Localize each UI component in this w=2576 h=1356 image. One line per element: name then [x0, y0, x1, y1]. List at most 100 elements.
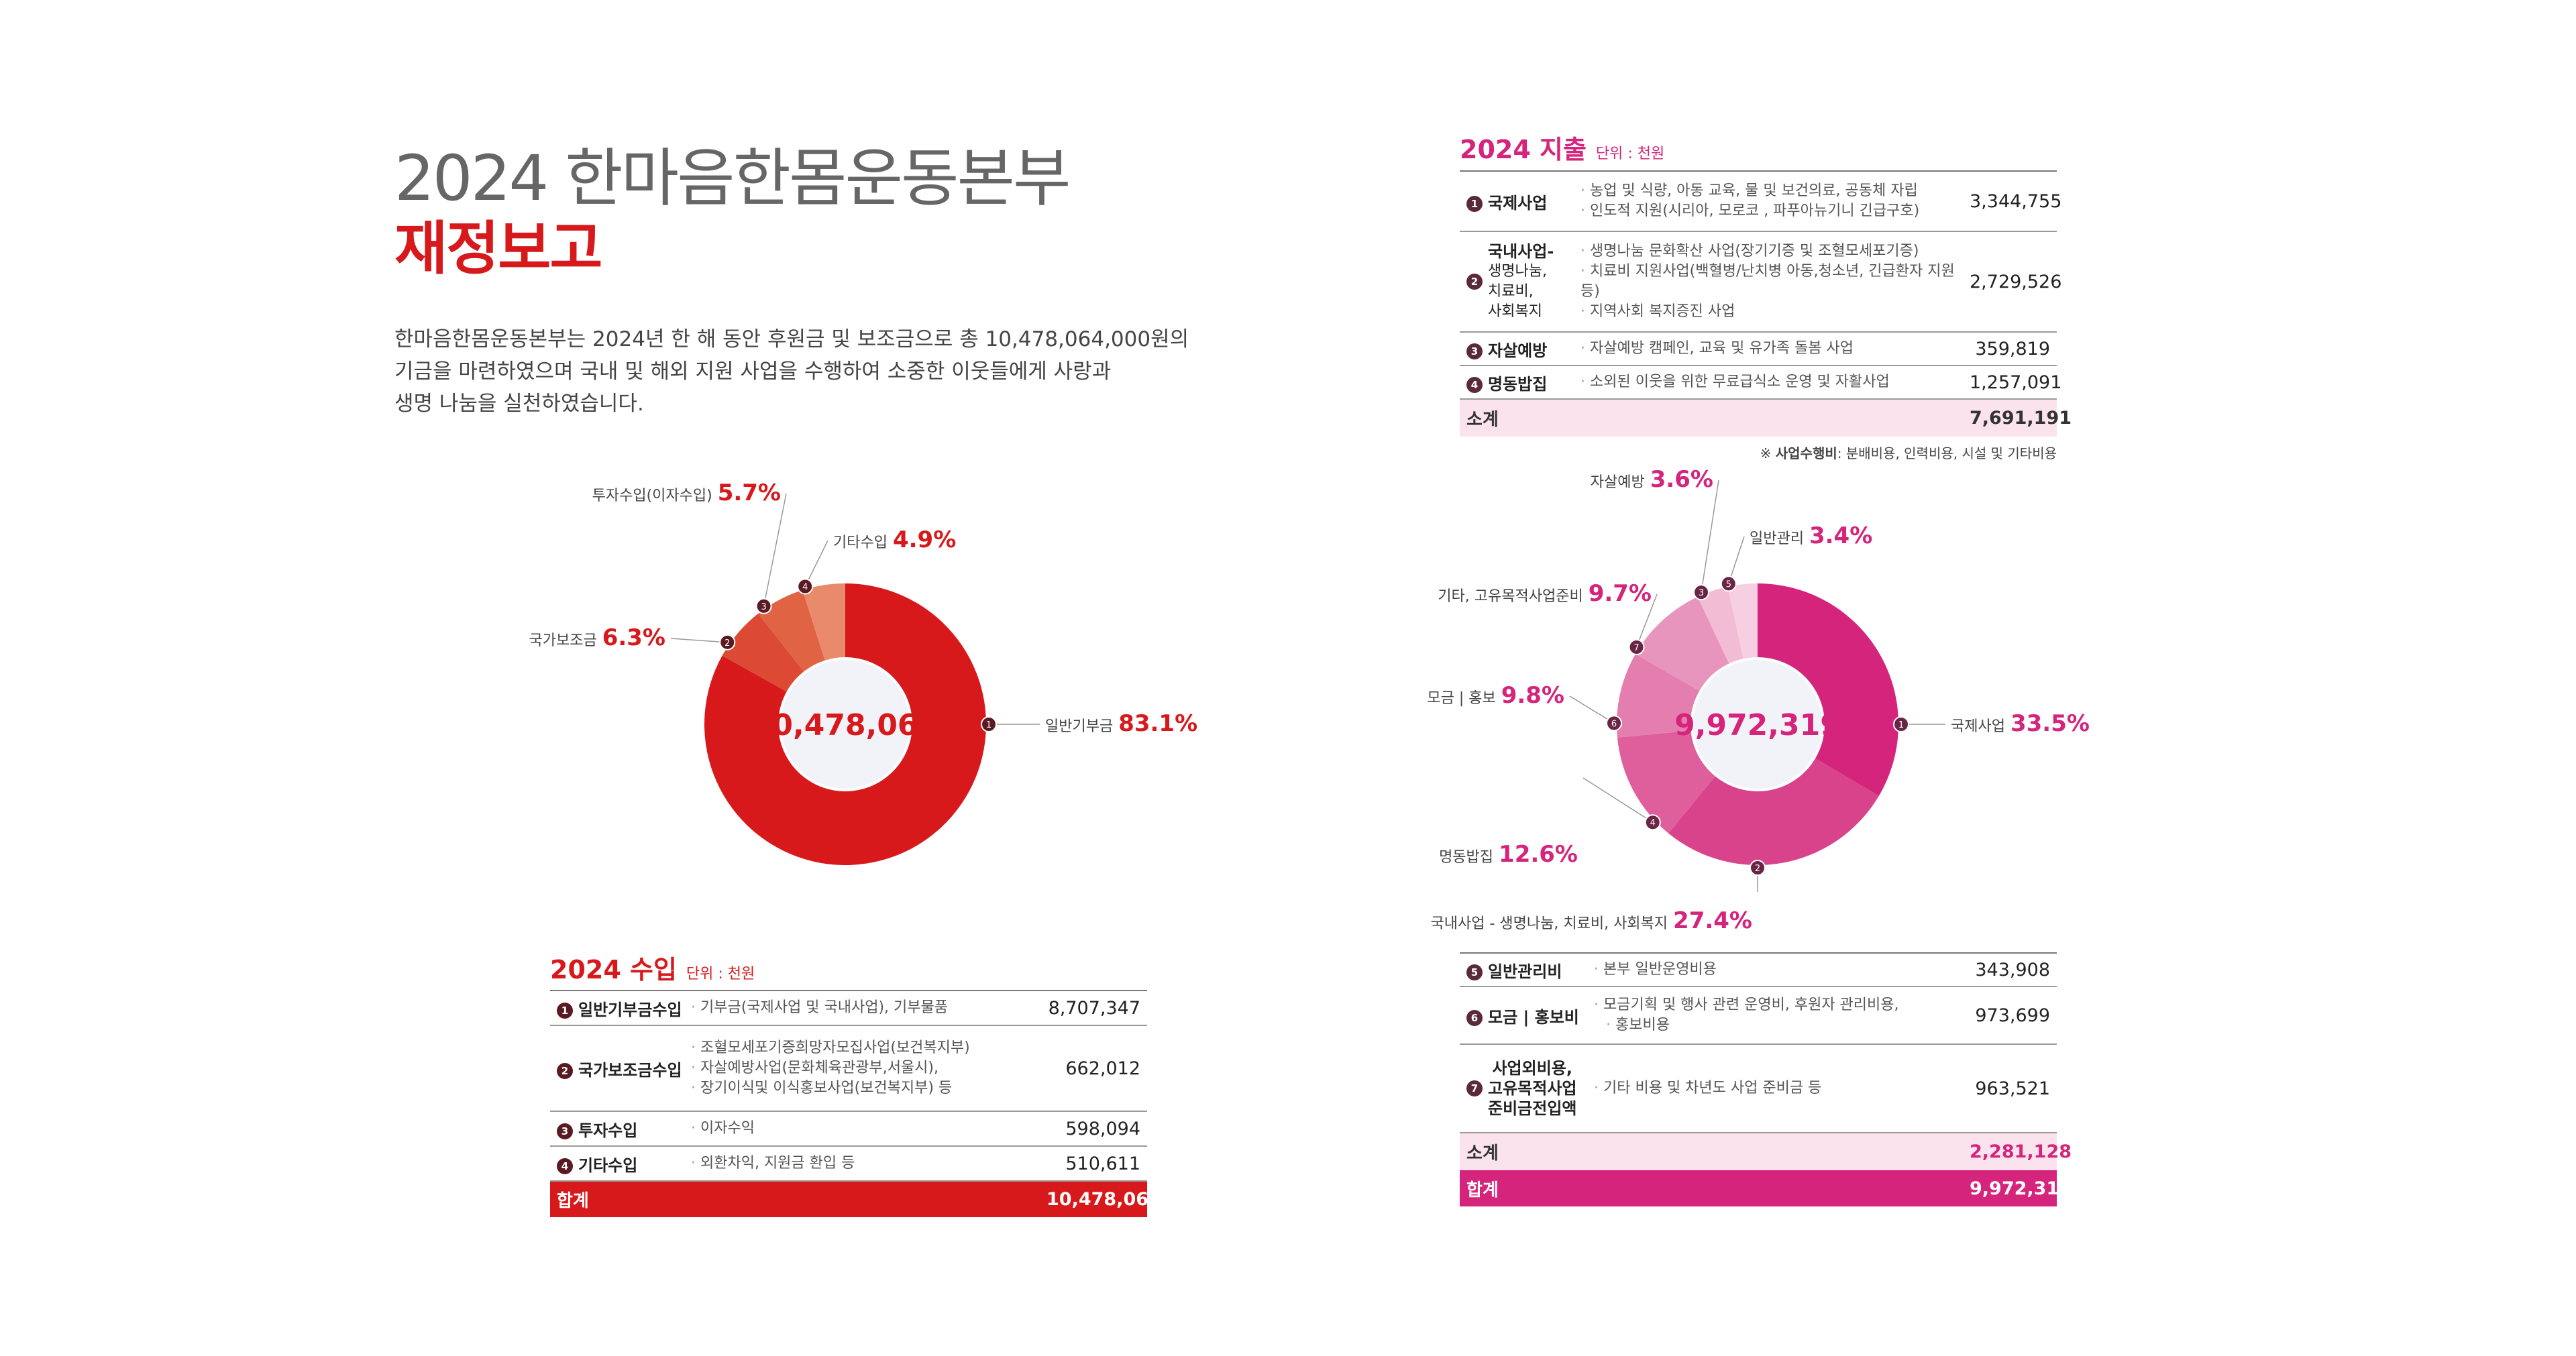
number-badge: 1: [1466, 195, 1483, 212]
expense-category: 3 자살예방: [1460, 332, 1574, 366]
total-amount: 10,478,064: [1040, 1181, 1161, 1217]
marker-badge: [1693, 584, 1710, 601]
number-badge: 3: [1466, 343, 1483, 359]
note-bold: 사업수행비: [1775, 445, 1837, 461]
marker-badge: [1720, 575, 1737, 592]
expense-table-title: 2024 지출 단위 : 천원: [1460, 129, 1664, 166]
marker-number: 2: [724, 638, 730, 648]
desc-line: 기부금(국제사업 및 국내사업), 기부물품: [691, 998, 1033, 1018]
income-category: 4 기타수입: [550, 1146, 684, 1182]
subtotal-label: 소계: [1460, 1133, 1587, 1170]
marker-badge: [755, 598, 772, 614]
desc-line: 본부 일반운영비용: [1594, 960, 1956, 980]
desc-line: 인도적 지원(시리아, 모로코 , 파푸아뉴기니 긴급구호): [1580, 201, 1956, 221]
expense-desc: 생명나눔 문화확산 사업(장기기증 및 조혈모세포기증) 치료비 지원사업(백혈…: [1574, 231, 1963, 333]
donut-slice: [722, 613, 804, 692]
category-label: 국제사업: [1488, 193, 1548, 213]
expense-desc: 기타 비용 및 차년도 사업 준비금 등: [1587, 1044, 1963, 1133]
slice-label: 모금 | 홍보 9.8%: [1427, 682, 1564, 709]
income-amount: 510,611: [1040, 1146, 1147, 1182]
slice-label: 기타, 고유목적사업준비 9.7%: [1438, 580, 1652, 607]
expense-amount: 3,344,755: [1963, 171, 2061, 232]
category-label: 사회복지: [1488, 303, 1542, 320]
category-label: 국내사업-: [1488, 242, 1554, 261]
desc-line: 조혈모세포기증희망자모집사업(보건복지부): [691, 1038, 1033, 1058]
expense-subtotal-row: 소계 7,691,191: [1460, 399, 2072, 437]
donut-center: [781, 660, 910, 789]
page-subtitle: 재정보고: [394, 215, 602, 282]
income-category: 2 국가보조금수입: [550, 1025, 684, 1112]
category-label: 생명나눔,: [1488, 263, 1547, 280]
desc-line: 홍보비용: [1594, 1015, 1956, 1035]
table-row: 4 명동밥집 소외된 이웃을 위한 무료급식소 운영 및 자활사업 1,257,0…: [1460, 365, 2061, 400]
number-badge: 4: [1466, 376, 1483, 393]
marker-badge: [719, 634, 736, 651]
donut-slice: [704, 583, 986, 865]
category-label: 사업외비용,: [1492, 1059, 1572, 1078]
category-label: 투자수입: [578, 1121, 638, 1140]
category-label: 일반기부금수입: [578, 1000, 682, 1019]
subtotal-amount: 7,691,191: [1963, 399, 2072, 437]
desc-line: 자살예방사업(문화체육관광부,서울시),: [691, 1058, 1033, 1078]
income-unit: 단위 : 천원: [686, 966, 755, 982]
income-desc: 이자수익: [684, 1111, 1040, 1147]
category-label: 고유목적사업: [1488, 1079, 1577, 1098]
leader-line: [670, 638, 728, 643]
income-table: 1 일반기부금수입 기부금(국제사업 및 국내사업), 기부물품 8,707,34…: [550, 990, 1161, 1217]
intro-paragraph: 한마음한몸운동본부는 2024년 한 해 동안 후원금 및 보조금으로 총 10…: [394, 323, 1189, 420]
expense-desc: 모금기획 및 행사 관련 운영비, 후원자 관리비용, 홍보비용: [1587, 986, 1963, 1045]
marker-number: 2: [1755, 864, 1760, 874]
expense-category: 7 사업외비용, 고유목적사업 준비금전입액: [1460, 1044, 1587, 1133]
expense-category: 5 일반관리비: [1460, 953, 1587, 987]
number-badge: 2: [557, 1062, 573, 1079]
desc-line: 치료비 지원사업(백혈병/난치병 아동,청소년, 긴급환자 지원 등): [1580, 262, 1956, 302]
marker-number: 3: [1699, 588, 1704, 598]
desc-line: 장기이식및 이식홍보사업(보건복지부) 등: [691, 1078, 1033, 1098]
total-label: 합계: [1460, 1170, 1587, 1206]
marker-number: 6: [1611, 719, 1617, 729]
donut-slice: [758, 589, 825, 672]
income-category: 3 투자수입: [550, 1111, 684, 1147]
leader-line: [1701, 479, 1719, 593]
income-donut-chart: 10,478,064 1 일반기부금 83.1% 2 국가보조금 6.3% 3 투자수입(이자수…: [510, 463, 1248, 919]
expense-category: 4 명동밥집: [1460, 365, 1574, 400]
leader-line: [763, 493, 787, 606]
expense-desc: 본부 일반운영비용: [1587, 953, 1963, 987]
donut-slice: [1758, 583, 1898, 796]
subtotal-label: 소계: [1460, 399, 1574, 437]
expense-amount: 963,521: [1963, 1044, 2057, 1133]
note-mark: ※: [1760, 445, 1772, 461]
table-row: 5 일반관리비 본부 일반운영비용 343,908: [1460, 953, 2057, 987]
desc-line: 기타 비용 및 차년도 사업 준비금 등: [1594, 1078, 1956, 1098]
marker-number: 5: [1726, 579, 1731, 589]
desc-line: 외환차익, 지원금 환입 등: [691, 1153, 1033, 1174]
category-label: 치료비,: [1488, 283, 1534, 300]
donut-slice: [1697, 586, 1743, 664]
income-amount: 598,094: [1040, 1111, 1147, 1147]
income-category: 1 일반기부금수입: [550, 991, 684, 1026]
expense-amount: 973,699: [1963, 986, 2057, 1045]
expense-subtotal-row: 소계 2,281,128: [1460, 1133, 2072, 1170]
donut-slice: [1635, 596, 1729, 691]
marker-number: 1: [986, 720, 991, 730]
marker-number: 7: [1633, 643, 1639, 653]
category-label: 명동밥집: [1488, 374, 1548, 394]
total-amount: 9,972,319: [1963, 1170, 2072, 1206]
number-badge: 2: [1466, 274, 1483, 290]
table-row: 6 모금 | 홍보비 모금기획 및 행사 관련 운영비, 후원자 관리비용, 홍보…: [1460, 986, 2057, 1045]
slice-label: 자살예방 3.6%: [1591, 466, 1713, 493]
category-label: 준비금전입액: [1488, 1099, 1577, 1118]
income-amount: 8,707,347: [1040, 991, 1147, 1026]
desc-line: 지역사회 복지증진 사업: [1580, 302, 1956, 322]
slice-label: 명동밥집 12.6%: [1439, 841, 1578, 868]
expense-desc: 농업 및 식량, 아동 교육, 물 및 보건의료, 공동체 자립 인도적 지원(…: [1574, 171, 1963, 232]
intro-line: 생명 나눔을 실천하였습니다.: [394, 392, 644, 416]
leader-line: [1569, 695, 1615, 724]
slice-label: 국내사업 - 생명나눔, 치료비, 사회복지 27.4%: [1431, 907, 1752, 934]
number-badge: 5: [1466, 964, 1483, 980]
page-title: 2024 한마음한몸운동본부: [394, 142, 1071, 215]
slice-label: 국제사업 33.5%: [1951, 710, 2090, 737]
number-badge: 7: [1466, 1080, 1483, 1096]
slice-label: 일반관리 3.4%: [1750, 522, 1872, 549]
income-total-row: 합계 10,478,064: [550, 1181, 1161, 1217]
